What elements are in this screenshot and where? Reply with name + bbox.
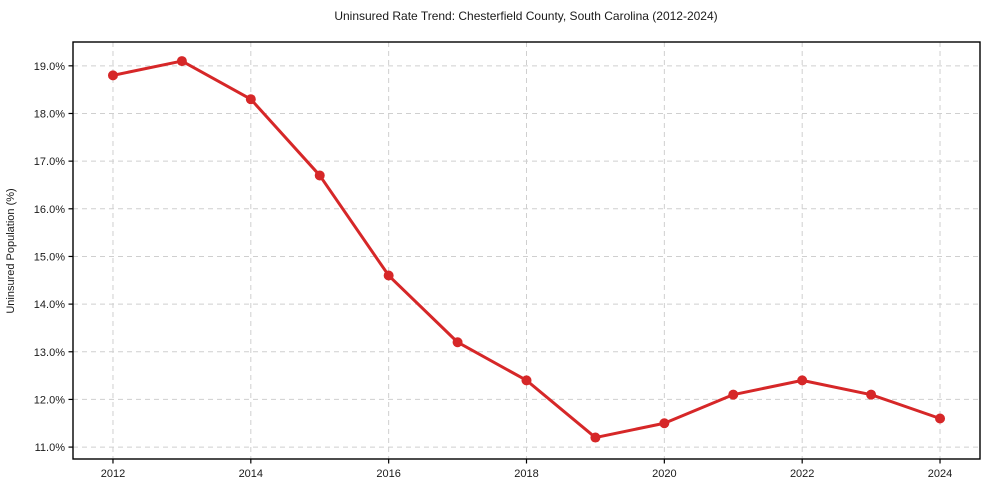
chart-title: Uninsured Rate Trend: Chesterfield Count… bbox=[334, 9, 717, 23]
y-axis-label: Uninsured Population (%) bbox=[5, 188, 17, 313]
y-tick-label: 14.0% bbox=[34, 299, 65, 311]
data-point bbox=[383, 270, 394, 281]
y-tick-label: 19.0% bbox=[34, 61, 65, 73]
y-tick-label: 11.0% bbox=[35, 442, 66, 454]
data-point bbox=[521, 375, 532, 386]
y-tick-label: 17.0% bbox=[34, 156, 65, 168]
x-tick-label: 2016 bbox=[376, 468, 400, 480]
data-point bbox=[935, 413, 946, 424]
data-point bbox=[176, 56, 187, 67]
data-point bbox=[107, 70, 118, 81]
data-point bbox=[797, 375, 808, 386]
x-tick-label: 2024 bbox=[928, 468, 952, 480]
y-tick-label: 13.0% bbox=[34, 347, 65, 359]
data-point bbox=[659, 418, 670, 429]
data-point bbox=[866, 389, 877, 400]
data-point bbox=[452, 337, 463, 348]
data-point bbox=[245, 94, 256, 105]
data-point bbox=[728, 389, 739, 400]
x-tick-label: 2012 bbox=[101, 468, 125, 480]
x-tick-label: 2022 bbox=[790, 468, 814, 480]
data-point bbox=[590, 432, 601, 443]
data-point bbox=[314, 170, 325, 181]
y-tick-label: 16.0% bbox=[34, 204, 65, 216]
x-tick-label: 2020 bbox=[652, 468, 676, 480]
x-tick-label: 2018 bbox=[514, 468, 538, 480]
y-tick-label: 12.0% bbox=[34, 394, 65, 406]
x-tick-label: 2014 bbox=[239, 468, 263, 480]
y-tick-label: 18.0% bbox=[34, 108, 65, 120]
y-tick-label: 15.0% bbox=[34, 251, 65, 263]
